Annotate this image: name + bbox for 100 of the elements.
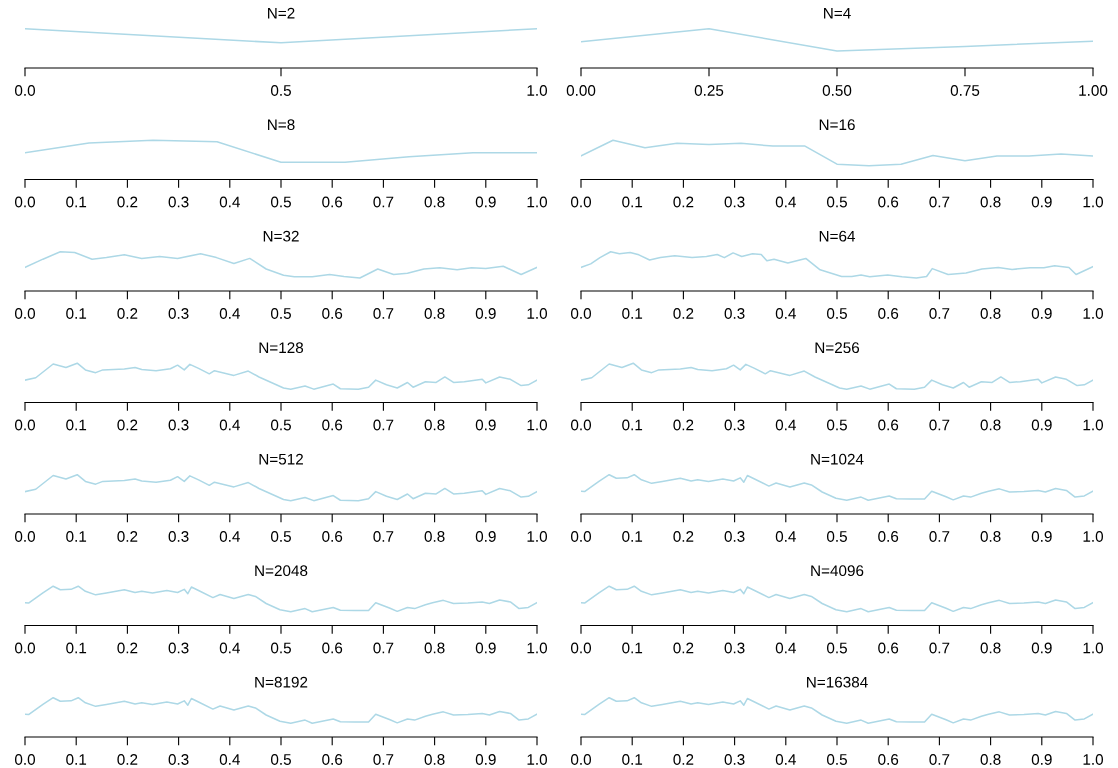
x-tick-label: 0.6: [322, 754, 343, 765]
x-tick-label: 0.9: [1031, 308, 1052, 319]
x-tick-label: 0.6: [322, 196, 343, 208]
x-tick-label: 0.8: [424, 196, 445, 208]
x-tick-label: 1.0: [527, 196, 548, 208]
x-tick-label: 0.4: [775, 531, 796, 542]
x-tick-label: 0.6: [878, 642, 899, 654]
x-tick-label: 0.5: [826, 308, 847, 319]
x-tick-label: 0.2: [673, 531, 694, 542]
chart-title: N=1024: [811, 453, 864, 465]
chart-title: N=32: [263, 230, 299, 242]
x-tick-label: 0.2: [117, 642, 138, 654]
x-tick-label: 0.7: [929, 531, 950, 542]
chart-title: N=512: [259, 453, 303, 465]
x-tick-label: 0.8: [980, 531, 1001, 542]
x-tick-label: 0.8: [424, 642, 445, 654]
chart-title: N=8: [268, 119, 295, 131]
x-tick-label: 0.6: [878, 308, 899, 319]
x-tick-label: 1.0: [527, 531, 548, 542]
x-tick-label: 0.3: [168, 308, 189, 319]
x-tick-label: 0.4: [219, 642, 240, 654]
x-tick-label: 0.7: [373, 531, 394, 542]
x-tick-label: 0.5: [270, 308, 291, 319]
x-tick-label: 0.0: [14, 754, 36, 765]
x-tick-label: 1.0: [1083, 196, 1104, 208]
x-tick-label: 0.7: [929, 642, 950, 654]
x-tick-label: 0.7: [929, 308, 950, 319]
x-tick-label: 0.4: [775, 196, 796, 208]
x-tick-label: 0.1: [622, 531, 643, 542]
x-tick-label: 0.8: [424, 754, 445, 765]
x-tick-label: 0.9: [1031, 196, 1052, 208]
x-tick-label: 0.8: [980, 419, 1001, 431]
x-tick-label: 0.9: [1031, 419, 1052, 431]
x-tick-label: 0.0: [570, 754, 592, 765]
x-tick-label: 0.4: [219, 754, 240, 765]
x-tick-label: 0.4: [775, 642, 796, 654]
chart-title: N=8192: [255, 676, 308, 688]
x-tick-label: 0.1: [622, 308, 643, 319]
x-tick-label: 0.2: [673, 754, 694, 765]
x-tick-label: 1.0: [1083, 308, 1104, 319]
x-tick-label: 0.3: [724, 308, 745, 319]
x-tick-label: 0.5: [270, 754, 291, 765]
chart-title: N=16384: [807, 676, 868, 688]
x-tick-label: 0.3: [724, 419, 745, 431]
x-tick-label: 0.6: [878, 196, 899, 208]
x-tick-label: 0.1: [622, 419, 643, 431]
x-tick-label: 0.0: [14, 196, 36, 208]
x-tick-label: 0.4: [219, 308, 240, 319]
x-tick-label: 1.0: [527, 419, 548, 431]
x-tick-label: 0.5: [826, 642, 847, 654]
x-tick-label: 0.8: [980, 642, 1001, 654]
x-tick-label: 0.1: [66, 642, 87, 654]
x-tick-label: 0.8: [424, 308, 445, 319]
x-tick-label: 0.7: [373, 196, 394, 208]
x-tick-label: 0.6: [878, 419, 899, 431]
chart-title: N=256: [815, 342, 860, 354]
x-tick-label: 0.2: [673, 196, 694, 208]
x-tick-label: 0.0: [570, 308, 592, 319]
x-tick-label: 0.9: [1031, 642, 1052, 654]
x-tick-label: 0.3: [724, 642, 745, 654]
x-tick-label: 0.9: [475, 531, 496, 542]
x-tick-label: 0.3: [724, 196, 745, 208]
x-tick-label: 0.75: [950, 85, 980, 96]
x-tick-label: 0.8: [980, 754, 1001, 765]
x-tick-label: 1.0: [1083, 642, 1104, 654]
x-tick-label: 0.4: [775, 754, 796, 765]
x-tick-label: 0.4: [219, 531, 240, 542]
chart-title: N=4: [824, 7, 851, 19]
x-tick-label: 0.0: [14, 531, 36, 542]
x-tick-label: 0.5: [270, 196, 291, 208]
x-tick-label: 0.2: [673, 642, 694, 654]
x-tick-label: 0.0: [570, 531, 592, 542]
x-tick-label: 0.0: [14, 642, 36, 654]
x-tick-label: 0.7: [373, 419, 394, 431]
x-tick-label: 0.4: [775, 419, 796, 431]
x-tick-label: 0.9: [1031, 531, 1052, 542]
x-tick-label: 0.5: [826, 754, 847, 765]
x-tick-label: 0.4: [219, 419, 240, 431]
x-tick-label: 0.9: [475, 308, 496, 319]
chart-title: N=2048: [255, 565, 308, 577]
x-tick-label: 0.1: [622, 196, 643, 208]
x-tick-label: 0.1: [66, 531, 87, 542]
x-tick-label: 0.7: [929, 196, 950, 208]
x-tick-label: 0.0: [570, 196, 592, 208]
x-tick-label: 0.1: [622, 642, 643, 654]
x-tick-label: 0.0: [570, 642, 592, 654]
x-tick-label: 0.8: [424, 419, 445, 431]
x-tick-label: 0.3: [168, 531, 189, 542]
x-tick-label: 0.5: [826, 419, 847, 431]
x-tick-label: 1.0: [527, 642, 548, 654]
x-tick-label: 0.8: [424, 531, 445, 542]
x-tick-label: 0.0: [14, 419, 36, 431]
x-tick-label: 0.3: [724, 531, 745, 542]
x-tick-label: 1.00: [1079, 85, 1108, 96]
x-tick-label: 0.5: [270, 642, 291, 654]
x-tick-label: 1.0: [1083, 754, 1104, 765]
x-tick-label: 0.5: [270, 531, 291, 542]
x-tick-label: 0.9: [1031, 754, 1052, 765]
x-tick-label: 1.0: [527, 308, 548, 319]
x-tick-label: 0.6: [322, 531, 343, 542]
